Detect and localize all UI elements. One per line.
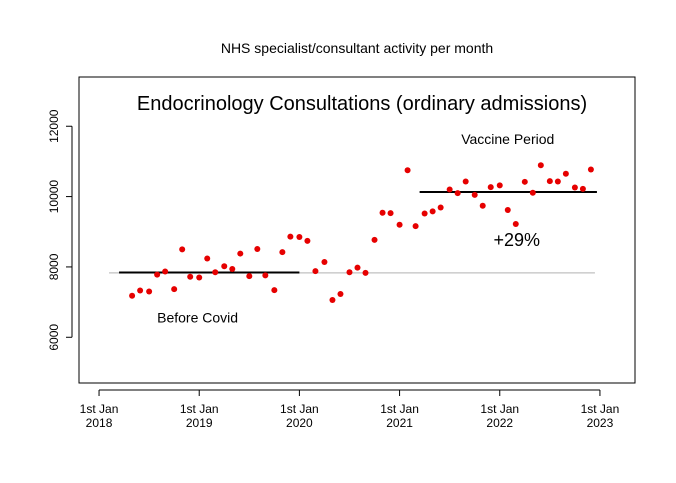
data-point [587, 166, 594, 173]
x-tick-label-line2: 2022 [486, 416, 513, 430]
data-point [204, 255, 211, 262]
annotations: Before Covid Vaccine Period +29% [157, 131, 554, 326]
x-tick-label-line1: 1st Jan [180, 402, 219, 416]
data-point [579, 185, 586, 192]
data-points [129, 162, 594, 303]
data-point [137, 287, 144, 294]
data-point [237, 250, 244, 257]
data-point [212, 269, 219, 276]
data-point [229, 266, 236, 273]
data-point [387, 210, 394, 217]
data-point [329, 296, 336, 303]
x-tick-label-line1: 1st Jan [280, 402, 319, 416]
data-point [479, 202, 486, 209]
x-tick-label-line1: 1st Jan [80, 402, 119, 416]
x-tick-label-line2: 2018 [86, 416, 113, 430]
x-tick-label-line1: 1st Jan [581, 402, 620, 416]
data-point [354, 264, 361, 271]
data-point [462, 178, 469, 185]
data-point [337, 291, 344, 298]
data-point [287, 233, 294, 240]
data-point [412, 223, 419, 230]
y-tick-label: 12000 [47, 109, 61, 143]
data-point [512, 221, 519, 228]
data-point [537, 162, 544, 169]
data-point [437, 204, 444, 211]
data-point [529, 189, 536, 196]
y-axis: 6000 8000 10000 12000 [47, 109, 73, 351]
data-point [554, 178, 561, 185]
data-point [546, 178, 553, 185]
annotation-label: Vaccine Period [461, 131, 554, 147]
data-point [371, 236, 378, 243]
x-tick-label-line1: 1st Jan [480, 402, 519, 416]
data-point [296, 234, 303, 241]
data-point [562, 170, 569, 177]
data-point [304, 237, 311, 244]
annotation-label: Before Covid [157, 310, 238, 326]
data-point [487, 184, 494, 191]
data-point [271, 287, 278, 294]
data-point [346, 269, 353, 276]
data-point [362, 269, 369, 276]
data-point [404, 167, 411, 174]
data-point [396, 221, 403, 228]
annotation-label: +29% [494, 230, 541, 250]
data-point [187, 273, 194, 280]
data-point [471, 191, 478, 198]
x-tick-label-line1: 1st Jan [380, 402, 419, 416]
data-point [279, 249, 286, 256]
data-point [571, 184, 578, 191]
data-point [254, 245, 261, 252]
data-point [496, 182, 503, 189]
x-tick-label-line2: 2019 [186, 416, 213, 430]
data-point [521, 178, 528, 185]
data-point [179, 246, 186, 253]
x-tick-label-line2: 2023 [587, 416, 614, 430]
data-point [129, 292, 136, 299]
data-point [262, 272, 269, 279]
data-point [454, 190, 461, 197]
data-point [196, 274, 203, 281]
y-tick-label: 6000 [47, 324, 61, 351]
data-point [154, 271, 161, 278]
x-tick-label-line2: 2021 [386, 416, 413, 430]
data-point [171, 286, 178, 293]
data-point [246, 273, 253, 280]
data-point [321, 259, 328, 266]
data-point [162, 268, 169, 275]
y-tick-label: 8000 [47, 253, 61, 280]
x-tick-label-line2: 2020 [286, 416, 313, 430]
data-point [312, 268, 319, 275]
chart-subtitle: Endocrinology Consultations (ordinary ad… [137, 93, 587, 115]
data-point [421, 210, 428, 217]
data-point [146, 288, 153, 295]
data-point [429, 208, 436, 215]
chart-title: NHS specialist/consultant activity per m… [221, 40, 493, 56]
plot-frame [78, 76, 636, 384]
data-point [221, 263, 228, 270]
data-point [379, 209, 386, 216]
y-tick-label: 10000 [47, 180, 61, 214]
data-point [446, 186, 453, 193]
data-point [504, 206, 511, 213]
